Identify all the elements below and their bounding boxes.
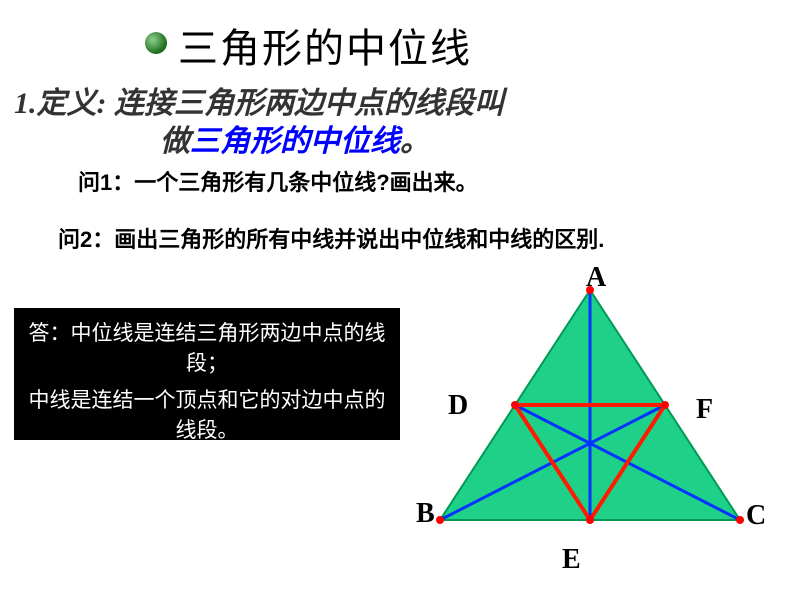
answer-p2: 中线是连结一个顶点和它的对边中点的线段。 xyxy=(26,385,388,446)
def-prefix: 1.定义: xyxy=(14,87,107,120)
vertex-label-A: A xyxy=(586,262,606,294)
def-line2-post: 。 xyxy=(400,125,430,158)
bullet-icon xyxy=(145,32,167,54)
question-2: 问2：画出三角形的所有中线并说出中位线和中线的区别. xyxy=(58,222,604,254)
def-line2-pre: 做 xyxy=(160,125,190,158)
definition-line2: 做三角形的中位线。 xyxy=(160,116,430,160)
page-title: 三角形的中位线 xyxy=(178,16,472,74)
answer-p1: 答：中位线是连结三角形两边中点的线段； xyxy=(26,318,388,379)
vertex-label-D: D xyxy=(448,390,468,422)
def-line2-key: 三角形的中位线 xyxy=(190,125,400,158)
answer-box: 答：中位线是连结三角形两边中点的线段； 中线是连结一个顶点和它的对边中点的线段。 xyxy=(14,308,400,440)
question-1: 问1：一个三角形有几条中位线?画出来。 xyxy=(78,165,478,197)
vertex-label-C: C xyxy=(746,500,766,532)
vertex-label-E: E xyxy=(562,544,581,576)
vertex-label-B: B xyxy=(416,498,435,530)
vertex-label-F: F xyxy=(696,394,713,426)
